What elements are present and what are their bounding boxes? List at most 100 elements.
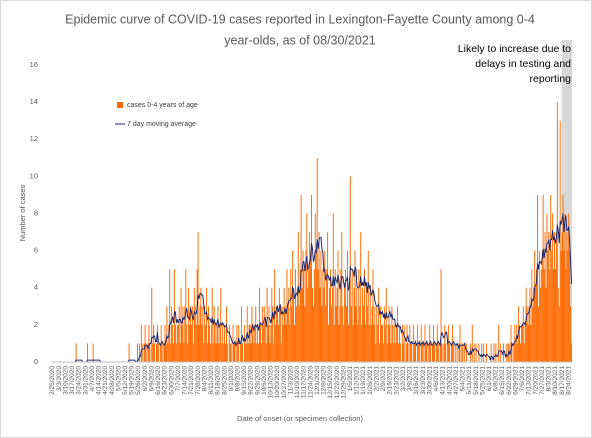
bar [382,343,384,362]
bar [256,343,258,362]
bar [223,343,225,362]
bar [459,324,461,362]
bar [299,269,301,362]
bar [447,343,449,362]
bar [286,269,288,362]
bar [169,269,171,362]
y-axis-label: Number of cases [18,184,27,241]
shaded-region [561,40,572,362]
bar [317,269,319,362]
bar [208,306,209,362]
bar [521,324,523,362]
x-tick-label: 9/15/2020 [241,366,248,395]
bar [368,324,370,362]
bar [355,306,357,362]
bar [303,269,305,362]
bar [444,324,446,362]
x-tick-label: 5/19/2020 [129,366,136,395]
x-tick-label: 4/7/2020 [89,366,96,392]
bar [225,343,226,362]
y-tick-label: 4 [34,283,38,292]
x-tick-label: 1/26/2021 [367,366,374,395]
bar [372,269,374,362]
bar [298,306,300,362]
bar [184,306,186,362]
legend-swatch [117,102,123,108]
x-tick-label: 8/4/2020 [201,366,208,392]
bar [218,343,220,362]
y-tick-label: 6 [34,246,38,255]
bar [277,306,278,362]
x-tick-label: 3/10/2020 [62,366,69,395]
bar [415,343,416,362]
bar [297,232,299,362]
bar [475,343,477,362]
bar [202,306,204,362]
bar [385,287,387,362]
bar [407,343,409,362]
x-tick-label: 3/17/2020 [69,366,76,395]
bar [545,287,547,362]
bar [177,324,179,362]
bar [251,306,253,362]
bar [549,269,551,362]
bar [544,232,546,362]
bar [263,306,265,362]
bar [249,324,251,362]
bar [525,287,527,362]
x-tick-label: 5/12/2020 [122,366,129,395]
bar [204,306,206,362]
bar [234,343,236,362]
bar [173,343,174,362]
annotation: reporting [530,73,572,85]
bar [152,343,154,362]
x-tick-label: 5/26/2020 [135,366,142,395]
bar [145,343,147,362]
bar [312,287,313,362]
x-tick-label: 8/25/2020 [221,366,228,395]
bar [537,194,538,362]
chart-title: Epidemic curve of COVID-19 cases reporte… [65,12,535,26]
bar [198,324,200,362]
bar [294,324,295,362]
bar [288,287,290,362]
x-tick-label: 9/1/2020 [228,366,235,392]
bar [543,269,545,362]
x-tick-label: 4/28/2020 [109,366,116,395]
bar [174,324,176,362]
bar [270,324,272,362]
bar [373,324,375,362]
bar [199,306,201,362]
bar [395,343,397,362]
x-tick-label: 5/18/2021 [473,366,480,395]
bar [380,306,382,362]
bar [365,287,367,362]
bar [243,324,245,362]
bar [359,306,361,362]
bar [538,250,540,362]
bar [262,324,264,362]
bar [267,324,269,362]
bar [554,232,555,362]
bar [179,343,181,362]
bar [266,287,268,362]
x-tick-label: 7/21/2020 [188,366,195,395]
x-tick-label: 8/18/2020 [215,366,222,395]
bar [370,324,372,362]
bar [352,324,354,362]
bar [532,306,534,362]
x-tick-label: 12/1/2020 [314,366,321,395]
bar [92,343,94,362]
bar [523,343,525,362]
bar [143,343,145,362]
bar [166,306,168,362]
bar [332,213,334,362]
bar [181,324,183,362]
bar [392,324,394,362]
bar [448,324,450,362]
x-tick-label: 3/30/2021 [426,366,433,395]
bar [530,324,532,362]
bar [201,324,203,362]
x-tick-label: 6/29/2021 [512,366,519,395]
x-tick-label: 10/13/2020 [268,366,275,399]
